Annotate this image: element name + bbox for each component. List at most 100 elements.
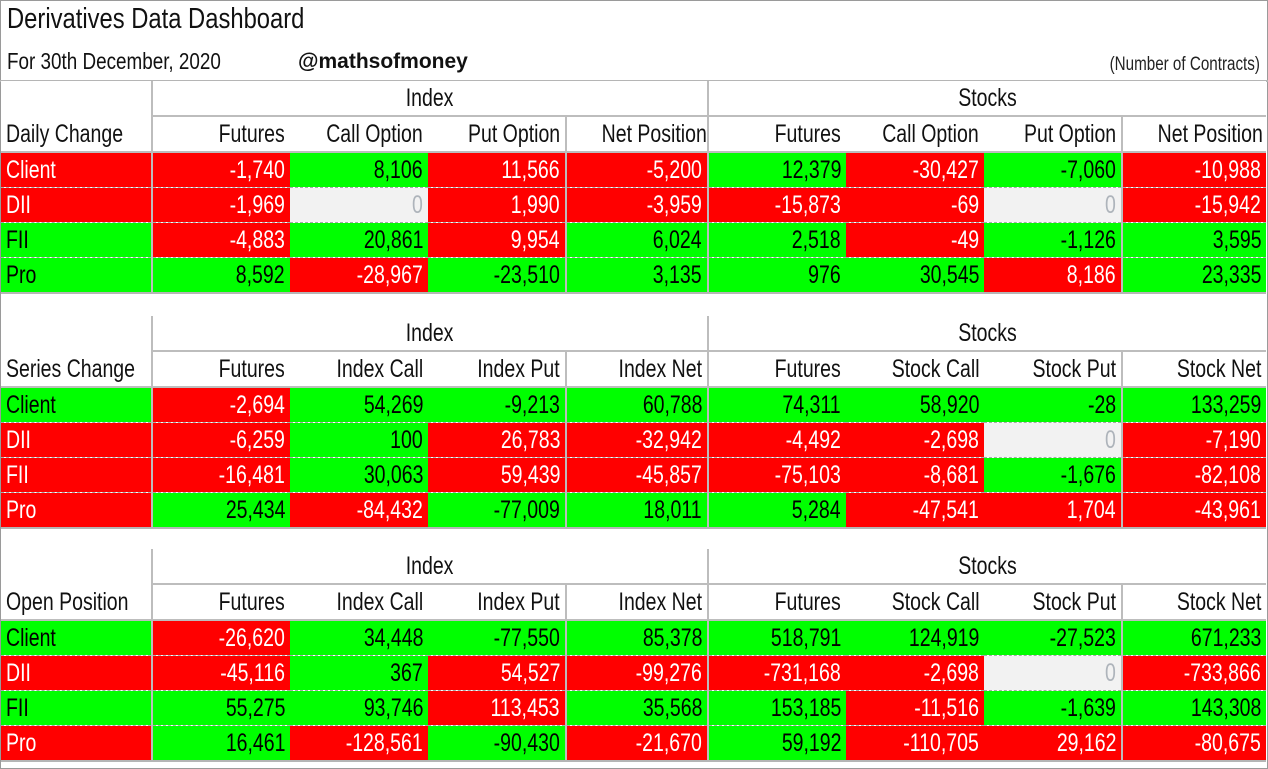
data-cell: -47,541 [846,492,985,529]
cell-value: 113,453 [490,694,560,722]
data-cell: -28,967 [290,257,428,294]
data-cell: -3,959 [564,187,709,223]
column-header-label: Futures [774,355,842,383]
cell-value: 133,259 [1190,391,1262,419]
data-cell: -733,866 [1121,655,1267,691]
row-label-fii: FII [1,222,152,258]
cell-value: 518,791 [770,624,842,652]
cell-value: 100 [390,426,423,454]
data-cell: -90,430 [428,725,566,762]
data-cell: 59,439 [428,457,566,493]
data-cell: 74,311 [707,387,847,423]
table-row: DII -6,259 100 26,783 -32,942 -4,492 -2,698 0 -7… [1,422,1267,458]
cell-value: -1,969 [229,191,285,219]
section-title-label: Series Change [6,354,136,383]
data-cell: 16,461 [151,725,290,762]
cell-value: -7,190 [1205,426,1262,454]
cell-value: 20,861 [363,226,423,254]
cell-value: -110,705 [903,729,980,757]
data-cell: 30,545 [846,257,985,294]
cell-value: 34,448 [363,624,423,652]
cell-value: -128,561 [346,729,423,757]
cell-value: -15,942 [1194,191,1262,219]
cell-value: 8,186 [1067,261,1117,289]
data-cell: -2,698 [846,655,985,691]
cell-value: 5,284 [792,496,842,524]
row-label-client: Client [1,387,152,423]
data-cell: -110,705 [846,725,985,762]
cell-value: -10,988 [1194,156,1262,184]
cell-value: 54,527 [500,659,560,687]
cell-value: -28,967 [356,261,423,289]
data-cell: -731,168 [707,655,847,691]
data-cell: -2,694 [151,387,290,423]
cell-value: 58,920 [919,391,980,419]
data-cell: -77,009 [428,492,566,529]
cell-value: -80,675 [1194,729,1262,757]
data-cell: 0 [984,187,1123,223]
cell-value: 11,566 [501,156,560,184]
cell-value: 367 [390,659,423,687]
data-cell: -1,969 [151,187,290,223]
data-cell: -28 [984,387,1123,423]
data-cell: 29,162 [984,725,1123,762]
row-label-client: Client [1,620,152,656]
cell-value: -5,200 [646,156,703,184]
data-cell: 23,335 [1121,257,1267,294]
column-header-label: Net Position [1157,120,1263,148]
cell-value: -82,108 [1194,461,1262,489]
table-open-position: Index Stocks Open Position Futures Index Cal… [1,549,1267,762]
data-cell: -4,883 [151,222,290,258]
column-header-futures: Futures [707,116,847,153]
cell-value: 93,746 [363,694,423,722]
cell-value: -2,698 [923,659,980,687]
data-cell: -1,639 [984,690,1123,726]
column-header-call-option: Call Option [846,116,985,153]
cell-value: 976 [808,261,842,289]
page-title: Derivatives Data Dashboard [7,3,305,35]
cell-value: -45,116 [220,659,285,687]
cell-value: -27,523 [1049,624,1117,652]
data-cell: 124,919 [846,620,985,656]
group-header-label: Stocks [958,552,1017,580]
data-cell: 55,275 [151,690,290,726]
column-header-stock-net: Stock Net [1121,351,1267,388]
section-title: Daily Change [1,116,152,153]
row-label-client: Client [1,152,152,188]
data-cell: 5,284 [707,492,847,529]
table-daily-change: Index Stocks Daily Change Futures Call Optio… [1,81,1267,294]
column-header-label: Index Net [618,355,703,383]
cell-value: -3,959 [646,191,703,219]
table-row: FII -16,481 30,063 59,439 -45,857 -75,103 -8,6… [1,457,1267,493]
data-cell: -5,200 [564,152,709,188]
data-cell: -9,213 [428,387,566,423]
group-header-index: Index [150,81,709,117]
column-header-label: Call Option [882,120,980,148]
column-header-label: Net Position [601,120,707,148]
row-label-text: FII [6,461,29,489]
corner-cell [1,316,152,351]
cell-value: 12,379 [781,156,842,184]
cell-value: 1,704 [1067,496,1117,524]
column-header-label: Stock Put [1032,355,1117,383]
data-cell: 85,378 [564,620,709,656]
data-cell: 133,259 [1121,387,1267,423]
cell-value: -1,676 [1060,461,1117,489]
cell-value: -23,510 [493,261,560,289]
data-cell: -43,961 [1121,492,1267,529]
column-header-futures: Futures [151,584,290,621]
data-cell: -99,276 [564,655,709,691]
row-label-fii: FII [1,690,152,726]
data-cell: -27,523 [984,620,1123,656]
column-header-futures: Futures [151,116,290,153]
data-cell: 671,233 [1121,620,1267,656]
data-cell: -11,516 [846,690,985,726]
table-row: Client -2,694 54,269 -9,213 60,788 74,311 58,9… [1,387,1267,423]
data-cell: 18,011 [564,492,709,529]
data-cell: -75,103 [707,457,847,493]
cell-value: -1,740 [229,156,285,184]
section-title-label: Daily Change [6,119,124,148]
column-header-label: Stock Net [1176,588,1262,616]
cell-value: -7,060 [1060,156,1117,184]
cell-value: -731,168 [764,659,842,687]
